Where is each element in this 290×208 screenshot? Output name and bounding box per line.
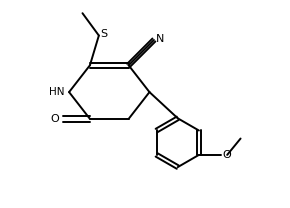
Text: O: O — [223, 150, 231, 160]
Text: N: N — [156, 33, 165, 43]
Text: O: O — [51, 114, 59, 124]
Text: HN: HN — [49, 87, 65, 97]
Text: S: S — [100, 29, 108, 39]
